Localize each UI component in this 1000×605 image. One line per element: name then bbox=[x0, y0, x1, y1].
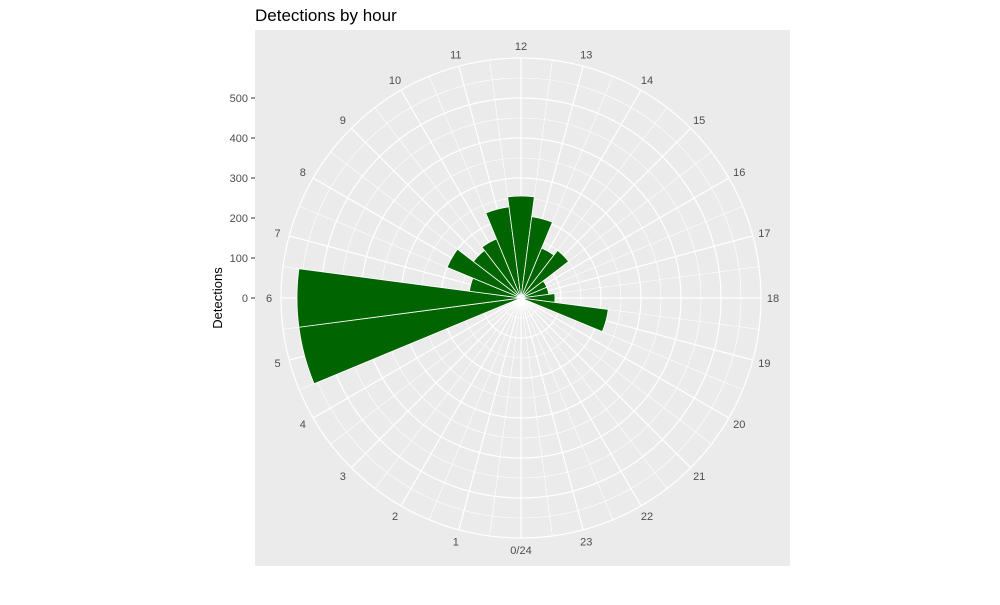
hour-tick-label: 20 bbox=[733, 419, 745, 431]
hour-tick-label: 8 bbox=[300, 167, 306, 179]
bar-hour-15 bbox=[520, 249, 570, 299]
y-tick-label: 200 bbox=[230, 213, 248, 225]
hour-tick-label: 7 bbox=[275, 228, 281, 240]
bars bbox=[296, 195, 609, 385]
hour-tick-label: 18 bbox=[767, 293, 779, 305]
grid-spoke-minor bbox=[489, 297, 522, 536]
hour-tick-label: 3 bbox=[340, 471, 346, 483]
bar-hour-13 bbox=[520, 216, 553, 299]
grid-spoke-minor bbox=[520, 205, 743, 299]
grid-spoke-minor bbox=[520, 297, 614, 520]
grid-spoke bbox=[400, 297, 522, 507]
hour-tick-label: 1 bbox=[453, 536, 459, 548]
grid-spoke-minor bbox=[520, 266, 759, 299]
hour-tick-label: 16 bbox=[733, 167, 745, 179]
hour-tick-label: 4 bbox=[300, 419, 306, 431]
grid-spoke bbox=[520, 297, 584, 530]
bar-hour-6 bbox=[296, 268, 522, 328]
chart-title: Detections by hour bbox=[255, 6, 397, 25]
hour-tick-label: 21 bbox=[693, 471, 705, 483]
y-tick-label: 0 bbox=[242, 293, 248, 305]
hour-tick-label: 0/24 bbox=[510, 545, 531, 557]
hour-tick-label: 10 bbox=[389, 75, 401, 87]
grid-spoke bbox=[520, 297, 730, 419]
grid-spoke-minor bbox=[374, 297, 522, 489]
hour-tick-label: 11 bbox=[450, 50, 461, 62]
bar-hour-8 bbox=[446, 248, 522, 299]
grid-spoke bbox=[458, 297, 522, 530]
hour-tick-label: 13 bbox=[580, 50, 592, 62]
grid-spoke bbox=[312, 297, 522, 419]
hour-tick-label: 9 bbox=[340, 115, 346, 127]
grid-spoke-minor bbox=[520, 297, 712, 445]
hour-tick-label: 19 bbox=[758, 358, 770, 370]
grid-spoke bbox=[520, 177, 730, 299]
hour-tick-label: 2 bbox=[392, 511, 398, 523]
grid-spoke-minor bbox=[520, 297, 668, 489]
hour-tick-label: 17 bbox=[758, 228, 770, 240]
hour-tick-label: 12 bbox=[515, 41, 527, 53]
grid-spoke-minor bbox=[428, 297, 522, 520]
y-tick-label: 500 bbox=[230, 93, 248, 105]
hour-tick-label: 15 bbox=[693, 115, 705, 127]
hour-tick-labels: 0/24123456789101112131415161718192021222… bbox=[266, 41, 779, 557]
y-axis: 0 100 200 300 400 500 bbox=[230, 93, 255, 305]
bar-hour-19 bbox=[520, 297, 609, 333]
grid-spoke-minor bbox=[520, 297, 553, 536]
grid-spoke bbox=[520, 235, 753, 299]
grid-spoke bbox=[520, 297, 692, 469]
y-tick-label: 300 bbox=[230, 173, 248, 185]
hour-tick-label: 22 bbox=[641, 511, 653, 523]
y-tick-label: 400 bbox=[230, 133, 248, 145]
bar-hour-12 bbox=[507, 195, 535, 299]
hour-tick-label: 5 bbox=[275, 358, 281, 370]
hour-tick-label: 14 bbox=[641, 75, 653, 87]
hour-tick-label: 6 bbox=[266, 293, 272, 305]
grid-spoke-minor bbox=[330, 297, 522, 445]
grid-spoke bbox=[520, 297, 642, 507]
y-tick-label: 100 bbox=[230, 253, 248, 265]
grid-spoke bbox=[350, 297, 522, 469]
hour-tick-label: 23 bbox=[580, 536, 592, 548]
y-axis-label: Detections bbox=[210, 267, 225, 329]
